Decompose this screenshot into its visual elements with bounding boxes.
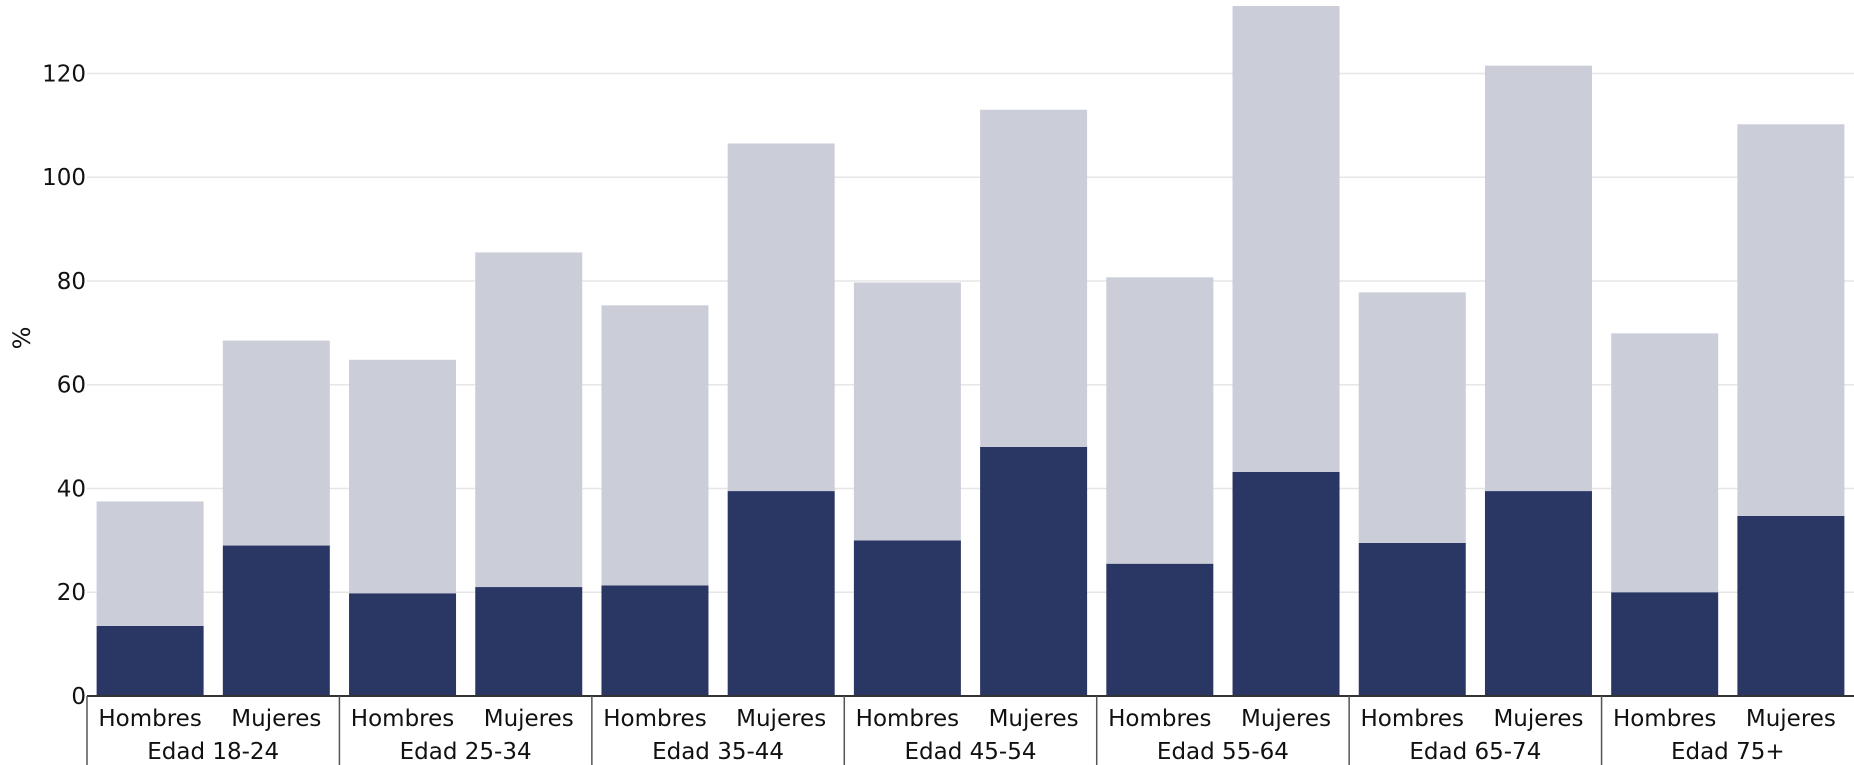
bar-segment (1611, 592, 1719, 696)
bar-segment (1737, 124, 1845, 516)
x-tick-label: Hombres (1108, 706, 1211, 732)
group-label: Edad 18-24 (147, 739, 279, 765)
bar-segment (222, 545, 330, 696)
x-tick-label: Mujeres (231, 706, 321, 732)
bar-segment (1358, 542, 1466, 696)
bar-segment (1737, 515, 1845, 696)
bar-segment (1611, 333, 1719, 593)
bar-segment (96, 625, 204, 696)
x-tick-label: Hombres (603, 706, 706, 732)
x-tick-label: Mujeres (1746, 706, 1836, 732)
x-tick-label: Hombres (1613, 706, 1716, 732)
x-tick-label: Mujeres (484, 706, 574, 732)
bar-segment (222, 340, 330, 546)
y-tick-label: 80 (57, 269, 86, 295)
bar-segment (853, 282, 961, 541)
bar-segment (980, 446, 1088, 696)
x-tick-label: Hombres (98, 706, 201, 732)
bar-segment (1484, 65, 1592, 492)
bar-segment (475, 252, 583, 588)
bar-segment (1358, 292, 1466, 543)
bar-segment (601, 305, 709, 586)
bar-segment (96, 501, 204, 626)
x-tick-label: Hombres (1361, 706, 1464, 732)
bar-segment (349, 593, 457, 696)
group-label: Edad 35-44 (652, 739, 784, 765)
group-label: Edad 55-64 (1157, 739, 1289, 765)
bar-segment (1232, 6, 1340, 472)
group-label: Edad 65-74 (1409, 739, 1541, 765)
x-tick-label: Mujeres (989, 706, 1079, 732)
y-tick-label: 40 (57, 476, 86, 502)
bar-segment (727, 143, 835, 492)
bar-segment (601, 585, 709, 696)
bar-segment (980, 109, 1088, 447)
y-tick-label: 100 (42, 165, 86, 191)
bar-segment (349, 359, 457, 594)
bar-segment (727, 491, 835, 696)
bar-segment (853, 540, 961, 696)
y-tick-label: 20 (57, 580, 86, 606)
y-tick-label: 60 (57, 373, 86, 399)
y-tick-label: 0 (71, 684, 86, 710)
bar-segment (1106, 563, 1214, 696)
bar-segment (1106, 277, 1214, 564)
group-label: Edad 75+ (1671, 739, 1785, 765)
y-axis-ticks: 0 20 40 60 80 100 120 (42, 61, 86, 710)
x-axis: Hombres Mujeres Edad 18-24 Hombres Mujeres Ed… (86, 695, 1854, 765)
x-tick-label: Mujeres (1493, 706, 1583, 732)
group-label: Edad 45-54 (905, 739, 1037, 765)
x-tick-label: Hombres (351, 706, 454, 732)
y-tick-label: 120 (42, 61, 86, 87)
y-axis-label: % (8, 327, 36, 350)
group-label: Edad 25-34 (400, 739, 532, 765)
bar-segment (1484, 491, 1592, 696)
x-tick-label: Mujeres (736, 706, 826, 732)
bars (96, 6, 1845, 696)
bar-segment (475, 587, 583, 696)
bar-segment (1232, 471, 1340, 696)
x-tick-label: Hombres (856, 706, 959, 732)
x-tick-label: Mujeres (1241, 706, 1331, 732)
